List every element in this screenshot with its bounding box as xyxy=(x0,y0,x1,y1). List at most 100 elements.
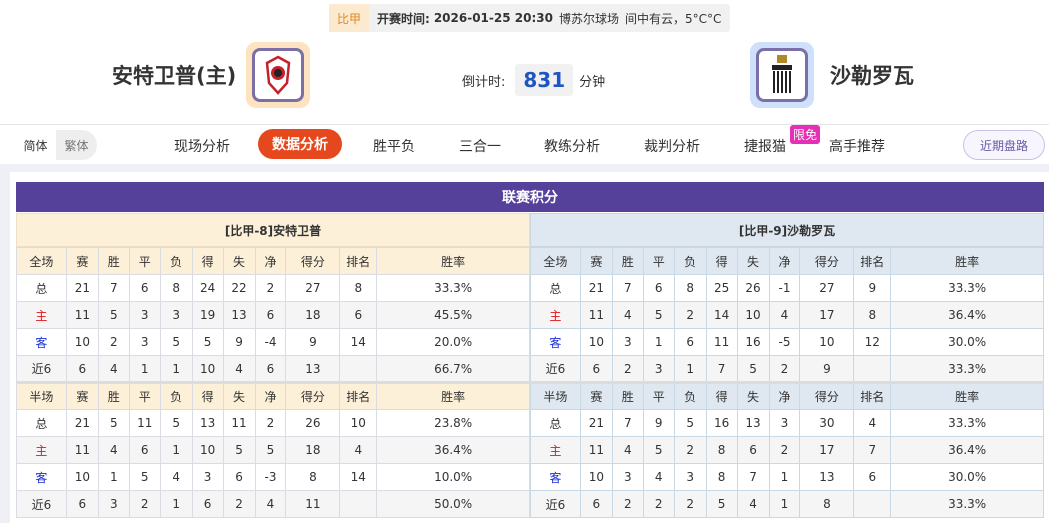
table-cell: 2 xyxy=(768,436,801,464)
table-cell: 2 xyxy=(611,355,644,383)
table-cell: 11 xyxy=(128,409,161,437)
table-cell: 5 xyxy=(736,355,770,383)
column-header: 负 xyxy=(673,247,707,275)
row-label: 总 xyxy=(530,409,581,437)
column-header: 排名 xyxy=(339,381,378,410)
table-cell: 5 xyxy=(705,490,738,518)
table-cell: 2 xyxy=(611,490,644,518)
match-info-bar: 比甲 开赛时间: 2026-01-25 20:30 博苏尔球场 间中有云，5°C… xyxy=(329,4,730,32)
lang-traditional[interactable]: 繁体 xyxy=(64,138,89,153)
table-cell: 2 xyxy=(768,355,801,383)
column-header: 胜率 xyxy=(376,381,530,410)
table-cell: 3 xyxy=(611,328,644,356)
table-cell: 7 xyxy=(705,355,738,383)
tab-referee-analysis[interactable]: 裁判分析 xyxy=(644,139,700,155)
weather: 间中有云，5°C°C xyxy=(624,11,722,26)
table-cell: 5 xyxy=(642,301,675,329)
table-cell: 27 xyxy=(799,274,855,302)
table-cell: 3 xyxy=(768,409,801,437)
tab-coach-analysis[interactable]: 教练分析 xyxy=(544,139,600,155)
table-cell: 8 xyxy=(853,301,892,329)
countdown-value: 831 xyxy=(515,64,574,96)
column-header: 胜 xyxy=(97,247,130,275)
table-cell: 4 xyxy=(736,490,770,518)
standings-title: 联赛积分 xyxy=(16,182,1044,212)
language-toggle[interactable]: 简体 繁体 xyxy=(15,130,97,160)
table-cell: 3 xyxy=(611,463,644,491)
home-standings-caption: [比甲-8]安特卫普 xyxy=(16,213,530,247)
home-team-logo[interactable] xyxy=(246,42,310,108)
column-header: 得 xyxy=(705,247,738,275)
column-header: 赛 xyxy=(579,381,613,410)
column-header: 胜 xyxy=(611,247,644,275)
table-cell: 10 xyxy=(191,355,224,383)
table-cell: 4 xyxy=(222,355,256,383)
free-badge: 限免 xyxy=(790,125,821,144)
tab-1x2[interactable]: 胜平负 xyxy=(373,139,415,155)
table-cell: 4 xyxy=(339,436,378,464)
table-cell: 1 xyxy=(159,355,193,383)
table-cell: 33.3% xyxy=(890,409,1044,437)
table-cell: 17 xyxy=(799,436,855,464)
tab-data-analysis[interactable]: 数据分析 xyxy=(258,129,342,159)
tab-expert-picks[interactable]: 高手推荐 xyxy=(829,139,885,155)
table-cell: 2 xyxy=(673,436,707,464)
table-cell: 13 xyxy=(799,463,855,491)
home-team-name[interactable]: 安特卫普(主) xyxy=(112,64,237,88)
countdown-unit: 分钟 xyxy=(579,74,606,90)
section-label: 半场 xyxy=(530,381,581,410)
table-cell: 30.0% xyxy=(890,463,1044,491)
table-cell: 1 xyxy=(159,490,193,518)
lang-simplified[interactable]: 简体 xyxy=(15,130,56,160)
table-cell: 13 xyxy=(222,301,256,329)
column-header: 失 xyxy=(736,247,770,275)
start-label: 开赛时间: xyxy=(377,11,430,26)
tab-live-analysis[interactable]: 现场分析 xyxy=(174,139,230,155)
table-row: 主 11 4 5 2 8 6 2 17 7 36.4% xyxy=(530,436,1044,464)
table-cell: 6 xyxy=(65,355,99,383)
table-cell: 7 xyxy=(611,409,644,437)
table-cell: 5 xyxy=(97,409,130,437)
league-tag[interactable]: 比甲 xyxy=(329,4,370,32)
table-cell: 2 xyxy=(128,490,161,518)
table-cell: 26 xyxy=(285,409,341,437)
column-header: 排名 xyxy=(853,381,892,410)
table-cell: -3 xyxy=(254,463,287,491)
tab-jiebaomao[interactable]: 捷报猫 xyxy=(744,139,786,155)
table-cell: 5 xyxy=(159,328,193,356)
header-row: 全场赛胜平负得失净得分 排名 胜率 xyxy=(530,247,1044,275)
recent-odds-button[interactable]: 近期盘路 xyxy=(963,130,1045,160)
tab-three-in-one[interactable]: 三合一 xyxy=(459,139,501,155)
header-row: 半场赛胜平负得失净得分 排名 胜率 xyxy=(530,381,1044,410)
table-cell: 10 xyxy=(191,436,224,464)
row-label: 总 xyxy=(530,274,581,302)
table-cell: 6 xyxy=(673,328,707,356)
row-label: 总 xyxy=(16,409,67,437)
away-team-logo[interactable] xyxy=(750,42,814,108)
table-cell: 11 xyxy=(65,436,99,464)
row-label: 客 xyxy=(530,328,581,356)
row-label: 客 xyxy=(16,463,67,491)
table-cell: 13 xyxy=(191,409,224,437)
table-cell: 8 xyxy=(799,490,855,518)
away-team-name[interactable]: 沙勒罗瓦 xyxy=(830,64,914,88)
table-cell: 45.5% xyxy=(376,301,530,329)
header-row: 全场赛胜平负得失净得分 排名 胜率 xyxy=(16,247,530,275)
table-cell: 9 xyxy=(799,355,855,383)
table-cell: 23.8% xyxy=(376,409,530,437)
column-header: 胜率 xyxy=(890,381,1044,410)
table-cell: 10.0% xyxy=(376,463,530,491)
table-cell: 24 xyxy=(191,274,224,302)
table-cell: 2 xyxy=(222,490,256,518)
table-cell: 1 xyxy=(673,355,707,383)
table-cell: 6 xyxy=(579,490,613,518)
table-cell: 1 xyxy=(768,463,801,491)
row-label: 主 xyxy=(16,436,67,464)
column-header: 负 xyxy=(673,381,707,410)
table-cell: 6 xyxy=(222,463,256,491)
table-cell: 11 xyxy=(222,409,256,437)
column-header: 负 xyxy=(159,247,193,275)
nav-bar: 简体 繁体 现场分析 数据分析 胜平负 三合一 教练分析 裁判分析 捷报猫 限免… xyxy=(0,124,1049,164)
column-header: 净 xyxy=(254,381,287,410)
table-cell: 21 xyxy=(579,409,613,437)
